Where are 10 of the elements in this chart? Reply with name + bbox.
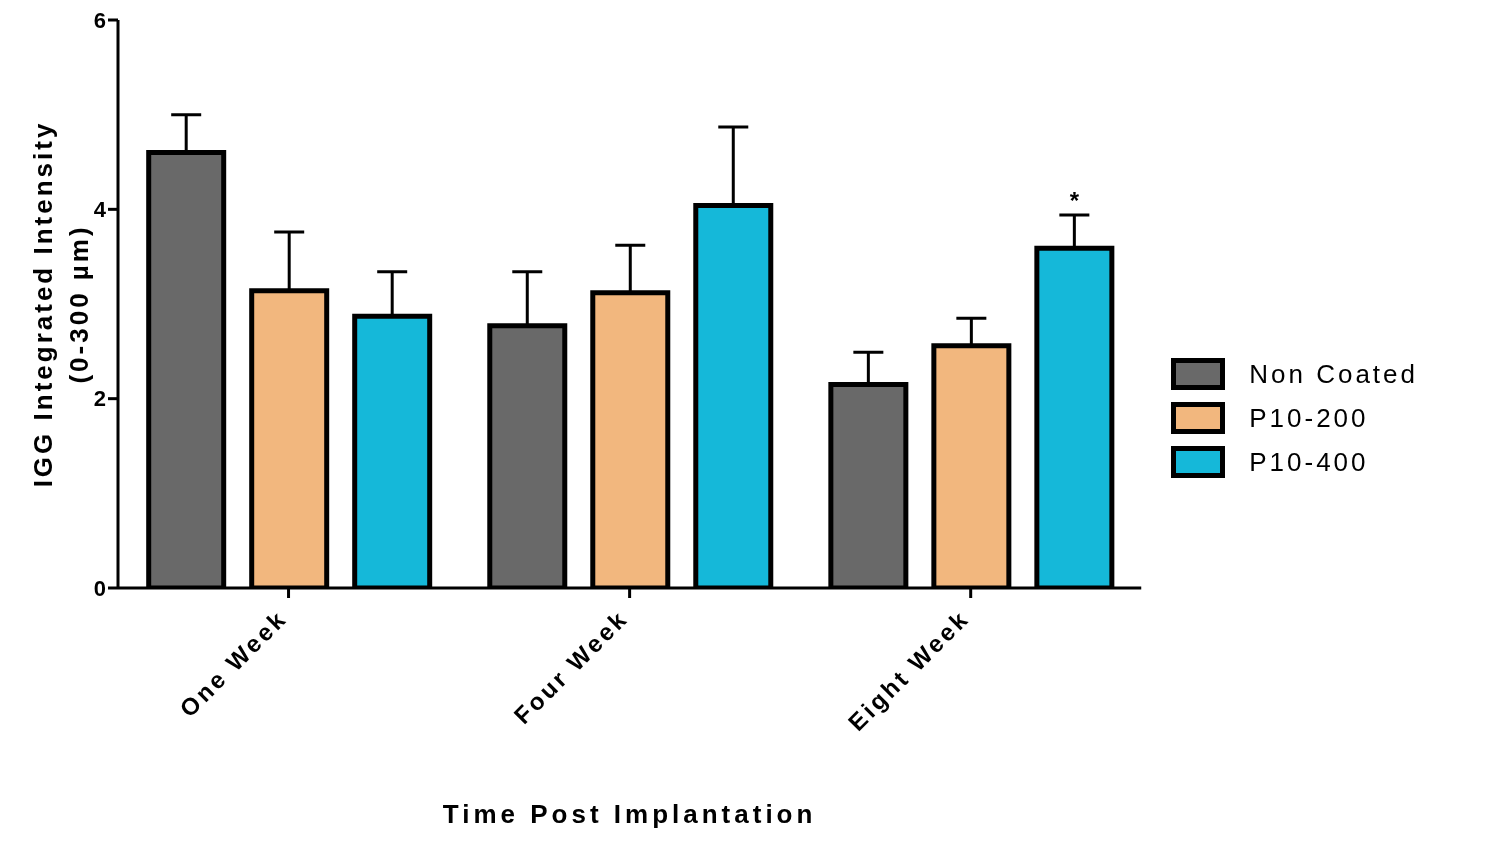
legend-label: P10-200 (1249, 402, 1369, 434)
x-axis-title: Time Post Implantation (442, 799, 817, 829)
y-axis-title: IGG Integrated Intensity (0-300 µm) (28, 120, 94, 488)
y-tick-label: 2 (93, 386, 106, 412)
y-tick-label: 4 (93, 197, 107, 223)
annotation: * (1069, 187, 1080, 215)
legend-label: P10-400 (1249, 446, 1369, 478)
y-tick-label: 0 (93, 575, 106, 601)
y-tick-label: 6 (93, 7, 106, 33)
legend-label: Non Coated (1249, 358, 1418, 390)
